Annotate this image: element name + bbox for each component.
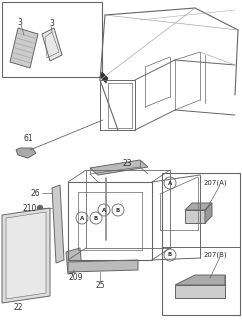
Text: 3: 3 bbox=[50, 19, 54, 28]
Polygon shape bbox=[2, 208, 50, 303]
Polygon shape bbox=[42, 28, 62, 61]
Text: B: B bbox=[116, 207, 120, 212]
Text: A: A bbox=[102, 207, 106, 212]
Polygon shape bbox=[6, 212, 46, 299]
Bar bbox=[2, 2, 102, 77]
Polygon shape bbox=[175, 285, 225, 298]
Polygon shape bbox=[66, 248, 82, 274]
Text: 25: 25 bbox=[95, 281, 105, 290]
Polygon shape bbox=[175, 275, 225, 285]
Text: 61: 61 bbox=[23, 133, 33, 142]
Polygon shape bbox=[68, 260, 138, 272]
Text: A: A bbox=[80, 215, 84, 220]
Polygon shape bbox=[185, 203, 212, 210]
Text: 26: 26 bbox=[30, 188, 40, 197]
Text: 3: 3 bbox=[18, 18, 23, 27]
Polygon shape bbox=[10, 28, 38, 68]
Bar bbox=[162, 173, 240, 315]
Polygon shape bbox=[185, 210, 205, 223]
Text: 209: 209 bbox=[68, 274, 83, 283]
Polygon shape bbox=[90, 160, 148, 175]
Circle shape bbox=[38, 205, 43, 211]
Text: B: B bbox=[94, 215, 98, 220]
Text: 23: 23 bbox=[122, 158, 132, 167]
Text: 22: 22 bbox=[13, 303, 23, 313]
Polygon shape bbox=[16, 148, 36, 158]
Text: 207(B): 207(B) bbox=[203, 252, 227, 258]
Text: 210: 210 bbox=[22, 204, 36, 212]
Text: A: A bbox=[168, 180, 172, 186]
Text: B: B bbox=[168, 252, 172, 258]
Polygon shape bbox=[100, 72, 108, 83]
Polygon shape bbox=[205, 203, 212, 223]
Text: 207(A): 207(A) bbox=[203, 180, 227, 186]
Polygon shape bbox=[52, 185, 64, 263]
